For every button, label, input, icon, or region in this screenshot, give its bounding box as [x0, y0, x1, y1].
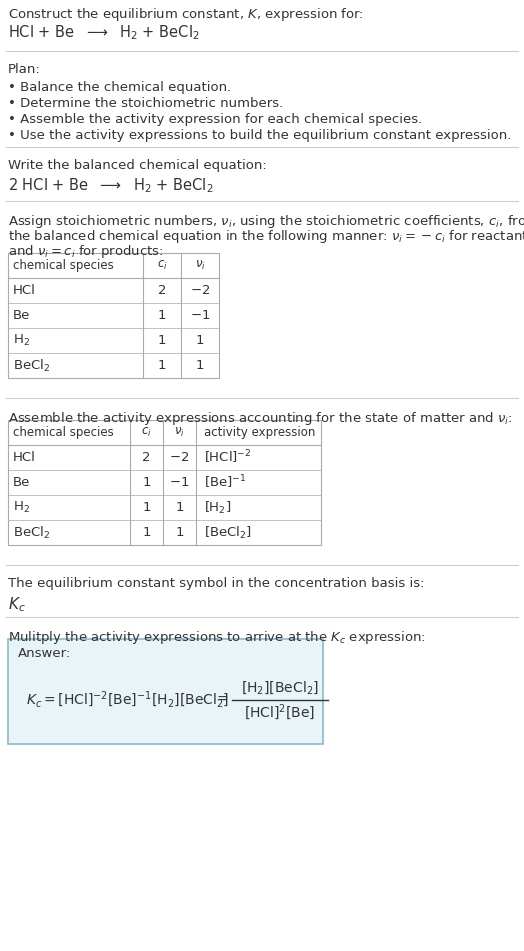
Text: [BeCl$_2$]: [BeCl$_2$] — [204, 524, 252, 540]
Text: 1: 1 — [158, 359, 166, 372]
Text: Assign stoichiometric numbers, $\nu_i$, using the stoichiometric coefficients, $: Assign stoichiometric numbers, $\nu_i$, … — [8, 213, 524, 230]
Text: and $\nu_i = c_i$ for products:: and $\nu_i = c_i$ for products: — [8, 243, 163, 260]
Text: The equilibrium constant symbol in the concentration basis is:: The equilibrium constant symbol in the c… — [8, 577, 424, 590]
Text: Mulitply the activity expressions to arrive at the $K_c$ expression:: Mulitply the activity expressions to arr… — [8, 629, 426, 646]
Bar — [8, 253, 219, 378]
Text: $\nu_i$: $\nu_i$ — [174, 426, 185, 439]
Text: [HCl]$^{-2}$: [HCl]$^{-2}$ — [204, 449, 252, 466]
Text: $c_i$: $c_i$ — [157, 259, 167, 272]
Text: $K_c = [\mathrm{HCl}]^{-2}[\mathrm{Be}]^{-1}[\mathrm{H_2}][\mathrm{BeCl_2}]$: $K_c = [\mathrm{HCl}]^{-2}[\mathrm{Be}]^… — [26, 689, 230, 709]
Text: 1: 1 — [158, 309, 166, 322]
Text: $\nu_i$: $\nu_i$ — [194, 259, 205, 272]
Text: 1: 1 — [196, 359, 204, 372]
Text: activity expression: activity expression — [204, 426, 315, 439]
Text: H$_2$: H$_2$ — [13, 500, 30, 515]
Text: • Determine the stoichiometric numbers.: • Determine the stoichiometric numbers. — [8, 97, 283, 110]
FancyBboxPatch shape — [8, 639, 323, 744]
Text: [H$_2$]: [H$_2$] — [204, 499, 231, 515]
Text: $-1$: $-1$ — [190, 309, 210, 322]
Bar — [8, 420, 321, 545]
Text: Construct the equilibrium constant, $K$, expression for:: Construct the equilibrium constant, $K$,… — [8, 6, 364, 23]
Text: chemical species: chemical species — [13, 259, 114, 272]
Text: 2 HCl + Be  $\longrightarrow$  H$_2$ + BeCl$_2$: 2 HCl + Be $\longrightarrow$ H$_2$ + BeC… — [8, 176, 214, 195]
Text: Be: Be — [13, 476, 30, 489]
Text: HCl + Be  $\longrightarrow$  H$_2$ + BeCl$_2$: HCl + Be $\longrightarrow$ H$_2$ + BeCl$… — [8, 23, 200, 42]
Text: $-2$: $-2$ — [190, 284, 210, 297]
Text: HCl: HCl — [13, 451, 36, 464]
Text: • Use the activity expressions to build the equilibrium constant expression.: • Use the activity expressions to build … — [8, 129, 511, 142]
Text: 1: 1 — [142, 501, 151, 514]
Text: 1: 1 — [175, 526, 184, 539]
Text: [Be]$^{-1}$: [Be]$^{-1}$ — [204, 474, 246, 492]
Text: 2: 2 — [158, 284, 166, 297]
Text: HCl: HCl — [13, 284, 36, 297]
Text: H$_2$: H$_2$ — [13, 333, 30, 348]
Text: $-1$: $-1$ — [169, 476, 190, 489]
Text: 2: 2 — [142, 451, 151, 464]
Text: Be: Be — [13, 309, 30, 322]
Text: 1: 1 — [196, 334, 204, 347]
Text: BeCl$_2$: BeCl$_2$ — [13, 358, 50, 374]
Text: $-2$: $-2$ — [169, 451, 190, 464]
Text: the balanced chemical equation in the following manner: $\nu_i = -c_i$ for react: the balanced chemical equation in the fo… — [8, 228, 524, 245]
Text: $[\mathrm{H_2}][\mathrm{BeCl_2}]$: $[\mathrm{H_2}][\mathrm{BeCl_2}]$ — [241, 680, 319, 696]
Text: • Assemble the activity expression for each chemical species.: • Assemble the activity expression for e… — [8, 113, 422, 126]
Text: 1: 1 — [175, 501, 184, 514]
Text: =: = — [216, 692, 228, 707]
Text: 1: 1 — [142, 526, 151, 539]
Text: Assemble the activity expressions accounting for the state of matter and $\nu_i$: Assemble the activity expressions accoun… — [8, 410, 512, 427]
Text: 1: 1 — [158, 334, 166, 347]
Text: $c_i$: $c_i$ — [141, 426, 152, 439]
Text: 1: 1 — [142, 476, 151, 489]
Text: Write the balanced chemical equation:: Write the balanced chemical equation: — [8, 159, 267, 172]
Text: chemical species: chemical species — [13, 426, 114, 439]
Text: Plan:: Plan: — [8, 63, 41, 76]
Text: $[\mathrm{HCl}]^2[\mathrm{Be}]$: $[\mathrm{HCl}]^2[\mathrm{Be}]$ — [244, 703, 315, 723]
Text: $K_c$: $K_c$ — [8, 595, 26, 613]
Text: Answer:: Answer: — [18, 647, 71, 660]
Text: BeCl$_2$: BeCl$_2$ — [13, 524, 50, 540]
Text: • Balance the chemical equation.: • Balance the chemical equation. — [8, 81, 231, 94]
